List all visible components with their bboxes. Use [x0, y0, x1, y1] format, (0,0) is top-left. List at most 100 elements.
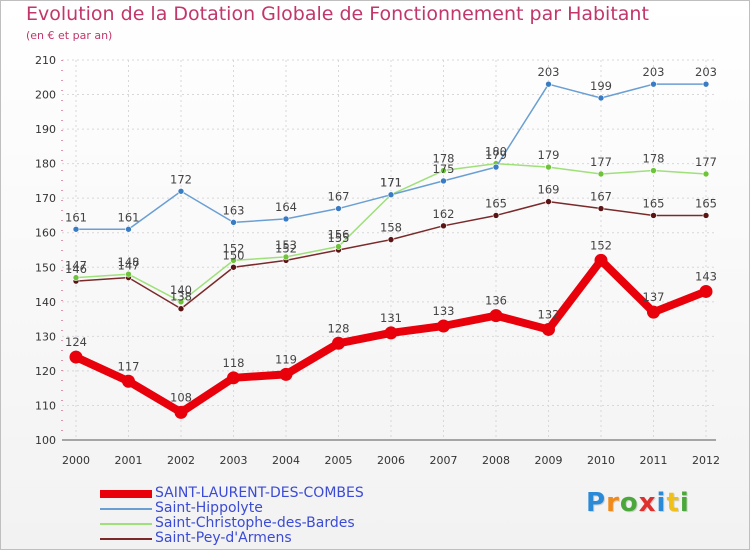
y-tick-label: 170 — [35, 192, 56, 205]
data-point — [335, 243, 342, 250]
data-point — [440, 167, 447, 174]
data-label: 153 — [275, 238, 297, 252]
y-tick-label: 190 — [35, 123, 56, 136]
data-label: 167 — [328, 190, 350, 204]
logo-letter: o — [619, 488, 639, 518]
data-point — [545, 198, 552, 205]
data-label: 118 — [223, 356, 245, 370]
data-point — [72, 274, 80, 281]
data-label: 161 — [65, 210, 87, 224]
data-label: 180 — [485, 145, 507, 159]
logo-letter: x — [638, 488, 657, 518]
data-label: 175 — [433, 162, 455, 176]
data-label: 177 — [590, 155, 612, 169]
data-point — [177, 187, 185, 195]
data-point — [282, 215, 290, 223]
data-point — [230, 219, 237, 226]
data-point — [69, 350, 83, 364]
data-point — [440, 222, 447, 230]
data-point — [332, 336, 345, 350]
legend-label: Saint-Hippolyte — [155, 500, 263, 516]
data-point — [650, 80, 657, 88]
logo-letter: i — [656, 488, 667, 518]
data-point — [699, 284, 713, 298]
data-label: 158 — [380, 221, 402, 235]
x-tick-label: 2009 — [535, 454, 563, 467]
x-tick-label: 2002 — [167, 454, 195, 467]
data-point — [702, 212, 710, 219]
data-label: 156 — [328, 228, 350, 242]
data-label: 167 — [590, 190, 612, 204]
data-point — [279, 367, 293, 381]
data-label: 199 — [590, 79, 612, 93]
y-tick-label: 160 — [35, 227, 56, 240]
data-point — [702, 170, 710, 178]
data-label: 150 — [223, 248, 245, 262]
data-label: 177 — [695, 155, 717, 169]
data-point — [230, 263, 237, 271]
legend-label: SAINT-LAURENT-DES-COMBES — [155, 485, 364, 501]
data-point — [542, 322, 555, 336]
data-point — [387, 236, 395, 243]
data-label: 203 — [695, 65, 717, 79]
y-tick-label: 200 — [35, 89, 56, 102]
data-point — [489, 309, 503, 323]
data-label: 203 — [643, 65, 665, 79]
data-point — [125, 225, 132, 233]
data-point — [384, 326, 398, 340]
chart-subtitle: (en € et par an) — [26, 29, 113, 42]
data-point — [72, 225, 80, 233]
data-label: 152 — [275, 241, 297, 255]
legend-label: Saint-Pey-d'Armens — [155, 530, 292, 546]
data-label: 165 — [695, 196, 717, 210]
proxiti-logo: Proxiti — [586, 488, 690, 518]
legend-swatch — [100, 537, 152, 540]
data-point — [282, 253, 290, 261]
data-label: 108 — [170, 390, 192, 404]
data-label: 131 — [380, 311, 402, 325]
data-point — [387, 191, 395, 199]
logo-letter: i — [679, 488, 690, 518]
legend-item: Saint-Hippolyte — [100, 501, 263, 516]
data-point — [437, 319, 450, 333]
data-label: 162 — [433, 207, 455, 221]
data-label: 152 — [590, 238, 612, 252]
data-label: 140 — [170, 283, 192, 297]
data-point — [650, 167, 657, 174]
legend-label: Saint-Christophe-des-Bardes — [155, 515, 355, 531]
x-tick-label: 2011 — [640, 454, 668, 467]
data-point — [177, 298, 185, 306]
data-point — [122, 374, 135, 388]
data-point — [230, 257, 237, 264]
logo-letter: t — [666, 488, 680, 518]
data-point — [597, 94, 605, 102]
data-point — [177, 305, 185, 313]
data-label: 165 — [485, 196, 507, 210]
data-label: 165 — [643, 196, 665, 210]
data-label: 163 — [223, 203, 245, 217]
data-label: 161 — [118, 210, 140, 224]
x-tick-label: 2010 — [587, 454, 615, 467]
data-point — [492, 212, 500, 219]
y-tick-label: 130 — [35, 330, 56, 343]
data-point — [174, 405, 188, 419]
data-label: 137 — [643, 290, 665, 304]
data-label: 171 — [380, 176, 402, 190]
data-label: 132 — [538, 307, 560, 321]
data-label: 136 — [485, 294, 507, 308]
data-label: 155 — [328, 231, 350, 245]
data-label: 133 — [433, 304, 455, 318]
data-label: 169 — [538, 183, 560, 197]
y-tick-label: 180 — [35, 158, 56, 171]
data-label: 138 — [170, 290, 192, 304]
legend-swatch — [100, 507, 152, 510]
data-point — [597, 170, 605, 178]
data-label: 128 — [328, 321, 350, 335]
data-label: 147 — [65, 259, 87, 273]
data-label: 178 — [643, 152, 665, 166]
chart-title: Evolution de la Dotation Globale de Fonc… — [26, 3, 649, 25]
x-tick-label: 2008 — [482, 454, 510, 467]
data-label: 179 — [485, 148, 507, 162]
data-point — [440, 177, 447, 185]
data-point — [702, 80, 710, 88]
